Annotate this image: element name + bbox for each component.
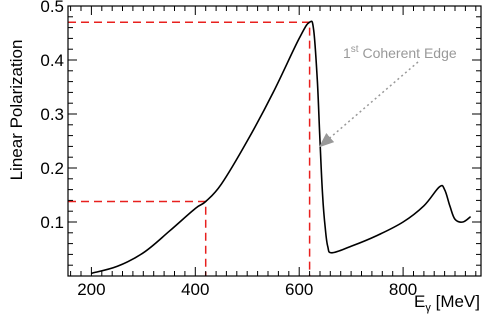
plot-frame	[67, 5, 482, 277]
y-tick-label: 0.5	[40, 0, 64, 16]
y-axis-label: Linear Polarization	[7, 40, 26, 181]
series-line-1	[91, 20, 472, 275]
annotation-number: 1	[343, 45, 351, 61]
annotation-coherent-edge: 1st Coherent Edge	[343, 44, 457, 61]
y-tick-label: 0.1	[40, 213, 64, 232]
x-axis-label: Eγ [MeV]	[414, 292, 480, 314]
x-tick-label: 600	[285, 280, 313, 299]
x-axis-ticks: 200 400 600 800	[70, 6, 477, 299]
x-tick-label: 200	[77, 280, 105, 299]
series-layer	[91, 20, 472, 275]
x-tick-label: 400	[181, 280, 209, 299]
x-tick-label: 800	[389, 280, 417, 299]
x-axis-label-main: E	[414, 292, 425, 311]
x-axis-label-unit: [MeV]	[431, 292, 480, 311]
annotation-superscript: st	[351, 44, 359, 55]
y-tick-label: 0.4	[40, 51, 64, 70]
y-tick-label: 0.2	[40, 159, 64, 178]
annotation-layer: 1st Coherent Edge	[318, 44, 457, 148]
annotation-arrow	[318, 61, 419, 148]
x-axis-label-subscript: γ	[425, 302, 431, 314]
y-axis-ticks: 0.1 0.2 0.3 0.4 0.5	[40, 0, 481, 266]
y-tick-label: 0.3	[40, 105, 64, 124]
annotation-text: Coherent Edge	[359, 45, 457, 61]
